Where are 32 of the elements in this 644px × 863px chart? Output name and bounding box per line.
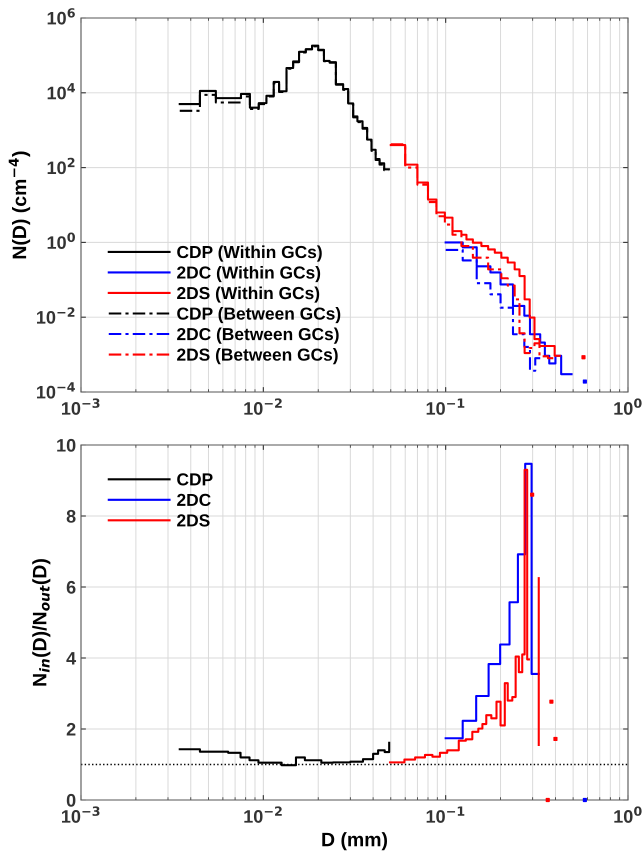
y-tick-label: 0 bbox=[66, 794, 76, 807]
y-tick-label: 10$^{−2}$ bbox=[37, 307, 74, 324]
y-axis-title: N$_{in}$(D)/N$_{out}$(D) bbox=[32, 559, 50, 686]
x-tick-label: 10$^{−2}$ bbox=[244, 398, 282, 415]
x-tick-label: 10$^{0}$ bbox=[614, 398, 642, 415]
x-tick-label: 10$^{−3}$ bbox=[62, 398, 100, 415]
legend-label: 2DC (Between GCs) bbox=[177, 328, 339, 344]
legend-label: 2DS (Within GCs) bbox=[177, 286, 320, 303]
legend-label: CDP (Between GCs) bbox=[177, 306, 340, 324]
x-tick-label: 10$^{−3}$ bbox=[62, 806, 100, 823]
legend-label: 2DC (Within GCs) bbox=[177, 266, 320, 282]
y-tick-label: 10$^{2}$ bbox=[48, 158, 74, 174]
legend-label: 2DS bbox=[177, 514, 210, 527]
y-tick-label: 8 bbox=[66, 510, 76, 523]
legend-label: 2DC bbox=[177, 494, 211, 506]
y-tick-label: 10$^{−4}$ bbox=[37, 382, 75, 399]
x-tick-label: 10$^{−1}$ bbox=[426, 398, 464, 415]
x-axis-title: D (mm) bbox=[322, 832, 388, 850]
x-tick-label: 10$^{−1}$ bbox=[426, 806, 464, 823]
y-tick-label: 10$^{0}$ bbox=[48, 232, 75, 249]
y-tick-label: 4 bbox=[66, 652, 76, 665]
x-tick-label: 10$^{−2}$ bbox=[244, 806, 282, 823]
x-tick-label: 10$^{0}$ bbox=[614, 806, 642, 823]
legend-label: CDP (Within GCs) bbox=[177, 245, 322, 262]
y-tick-label: 10 bbox=[57, 438, 76, 452]
y-tick-label: 10$^{6}$ bbox=[48, 8, 75, 25]
y-tick-label: 6 bbox=[66, 580, 76, 594]
y-tick-label: 10$^{4}$ bbox=[48, 83, 75, 100]
y-axis-title: N(D) (cm$^{−4}$) bbox=[8, 152, 30, 258]
legend-label: 2DS (Between GCs) bbox=[177, 348, 338, 364]
legend-label: CDP bbox=[177, 473, 213, 486]
y-tick-label: 2 bbox=[66, 722, 76, 736]
